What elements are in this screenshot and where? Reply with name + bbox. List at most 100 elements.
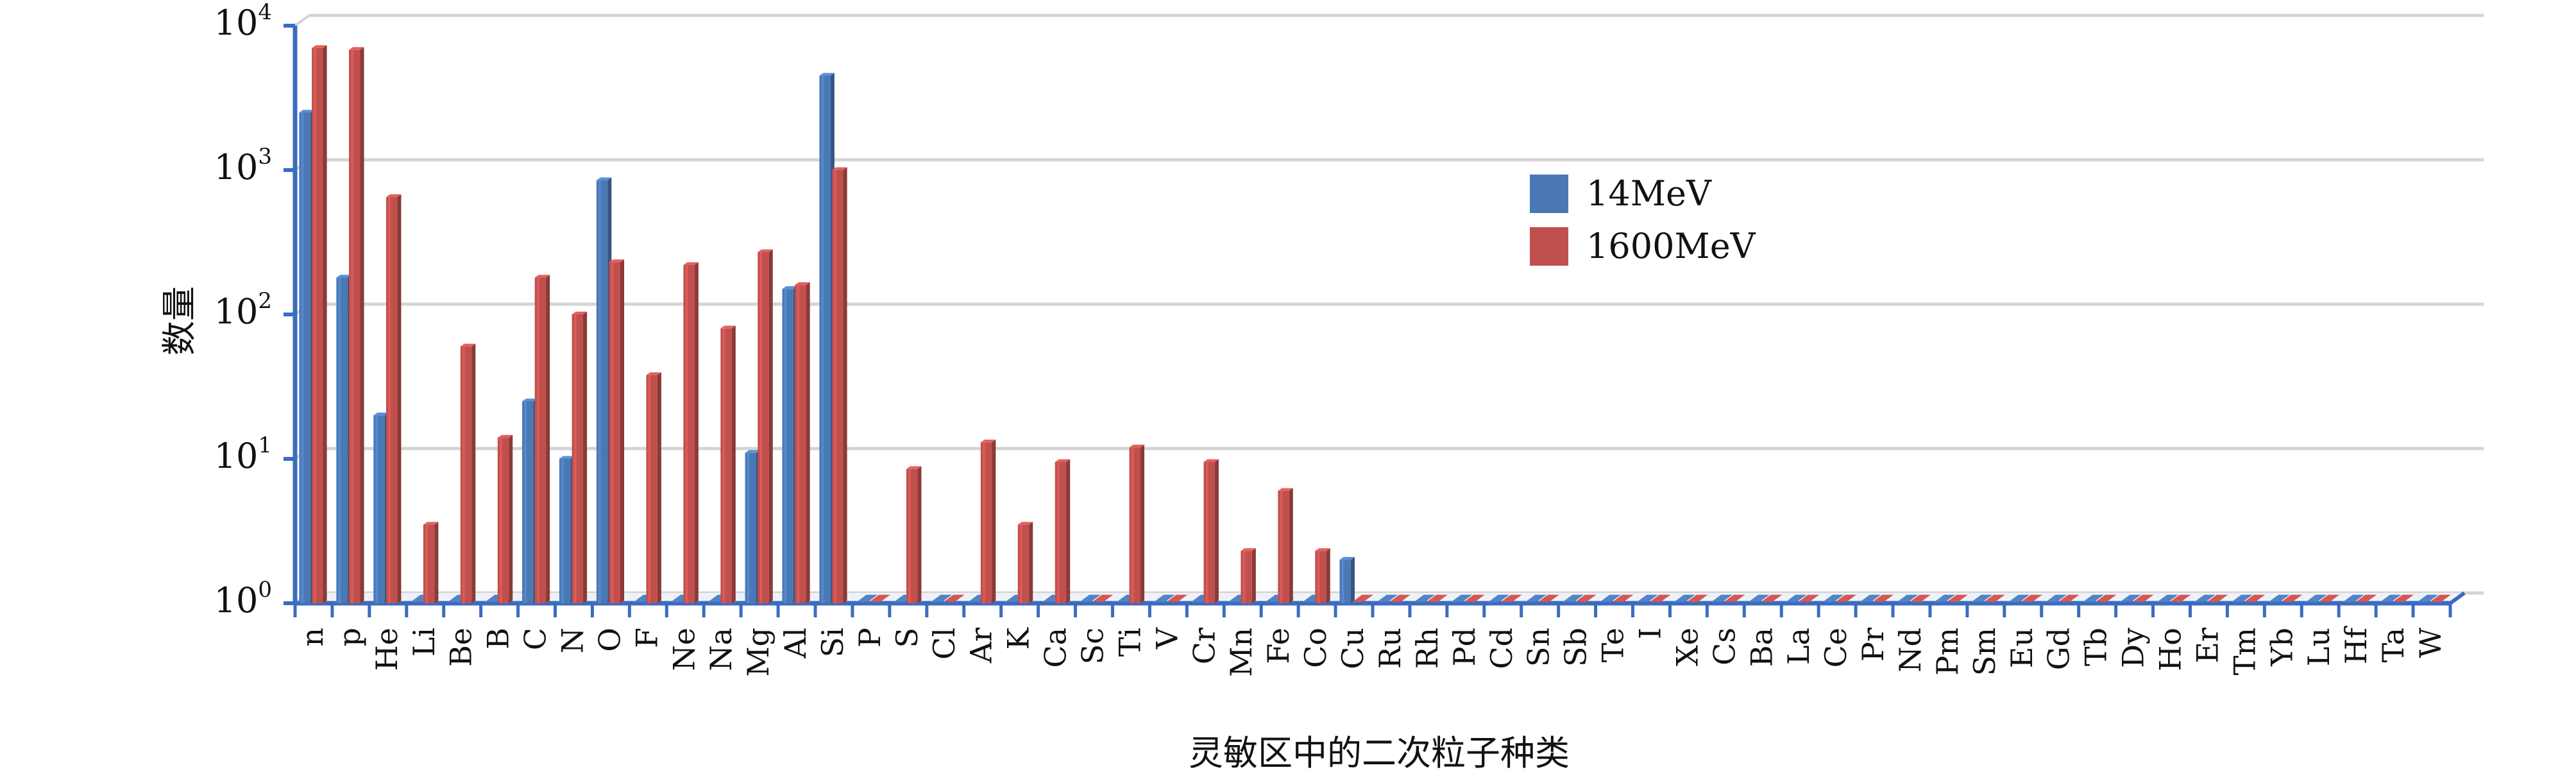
y-tick-label: 103 [214, 144, 272, 187]
bar [832, 167, 847, 604]
bar-top [1947, 594, 1968, 602]
bar-front [1055, 462, 1067, 603]
bar-highlight [834, 170, 837, 603]
bar-front [373, 415, 385, 603]
bar [2393, 594, 2414, 602]
bar [1860, 594, 1881, 602]
x-tick-label: Ru [1373, 628, 1407, 669]
x-tick-label: Ta [2376, 628, 2411, 663]
bar [1761, 594, 1783, 602]
bar-front [980, 442, 992, 603]
bar-top [2021, 594, 2042, 602]
bar-front [1129, 447, 1140, 603]
x-tick-label: Rh [1410, 628, 1445, 669]
x-tick-label: B [481, 628, 516, 649]
bar-top [782, 286, 797, 289]
bar [1278, 488, 1293, 603]
bar-highlight [301, 112, 304, 603]
bar-side [1251, 548, 1256, 603]
bar-top [1872, 594, 1894, 602]
bar-top [1686, 594, 1708, 602]
x-tick-label: p [332, 628, 367, 646]
x-tick-label: F [629, 628, 664, 648]
x-tick-label: O [592, 628, 627, 652]
bar-top [931, 594, 953, 602]
bar [1822, 594, 1844, 602]
bar [2008, 594, 2030, 602]
bar-top [2157, 594, 2178, 602]
bar-top [1129, 444, 1145, 448]
bar [1203, 459, 1219, 603]
bar-front [312, 47, 323, 603]
bar-side [843, 167, 847, 604]
category-labels: n p He Li Be B C N O F Ne Na Mg Al Si P S Cl Ar K Ca Sc Ti V Cr M… [295, 626, 2448, 677]
bar [1910, 594, 1931, 602]
bar-highlight [1280, 490, 1283, 603]
bar [2268, 594, 2290, 602]
bar-top [373, 412, 389, 416]
bar-top [1835, 594, 1857, 602]
bar-top [980, 440, 996, 443]
bar-top [299, 110, 314, 113]
bar-side [620, 259, 625, 603]
legend-label: 1600MeV [1586, 226, 1756, 266]
bar [2132, 594, 2154, 602]
bar [1525, 594, 1546, 602]
bar-top [1339, 556, 1355, 560]
bar-side [471, 343, 476, 603]
x-tick-label: Co [1298, 628, 1333, 668]
bar-side [992, 440, 996, 603]
bar [2058, 594, 2080, 602]
bar-highlight [784, 289, 787, 603]
bar [1315, 548, 1330, 603]
bar [572, 311, 588, 603]
bar [423, 522, 439, 603]
bar-side [768, 249, 773, 603]
bar-highlight [388, 197, 391, 603]
x-tick-label: S [890, 628, 924, 648]
bar [2318, 594, 2340, 602]
x-tick-label: Pm [1930, 628, 1965, 676]
bar-highlight [375, 415, 378, 603]
bar-top [1785, 594, 1807, 602]
bar [683, 262, 699, 603]
bar-top [1500, 594, 1522, 602]
bar-side [657, 372, 661, 603]
bar [1724, 594, 1745, 602]
bar-front [720, 328, 732, 603]
legend: 14MeV 1600MeV [1530, 173, 1756, 266]
x-tick-label: Ce [1818, 628, 1853, 667]
bar-top [2318, 594, 2340, 602]
bar-top [1971, 594, 1993, 602]
bar-top [534, 275, 550, 278]
y-axis-title: 数量 [159, 286, 199, 356]
bar-top [1798, 594, 1820, 602]
bar-front [349, 49, 360, 604]
bar-top [572, 311, 588, 314]
bar-front [423, 524, 435, 603]
bar-top [1017, 522, 1033, 525]
bar-top [1463, 594, 1485, 602]
bar-highlight [747, 452, 750, 603]
bar-top [1203, 459, 1219, 463]
bar [312, 45, 327, 603]
bar-top [1612, 594, 1634, 602]
bar-side [1350, 556, 1355, 603]
bar-top [1860, 594, 1881, 602]
bar-highlight [685, 264, 688, 603]
bar [1389, 594, 1411, 602]
bar [1686, 594, 1708, 602]
bar-front [1017, 524, 1030, 603]
bar-highlight [1019, 524, 1022, 603]
bar [646, 372, 661, 603]
x-tick-label: Si [815, 628, 850, 657]
legend-swatch [1530, 175, 1568, 213]
bar-side [1140, 444, 1145, 603]
bar-top [2046, 594, 2067, 602]
bar [1352, 594, 1373, 602]
bar-front [534, 277, 547, 603]
x-tick-label: Sb [1559, 628, 1593, 667]
bar-top [2268, 594, 2290, 602]
bar-top [2417, 594, 2439, 602]
